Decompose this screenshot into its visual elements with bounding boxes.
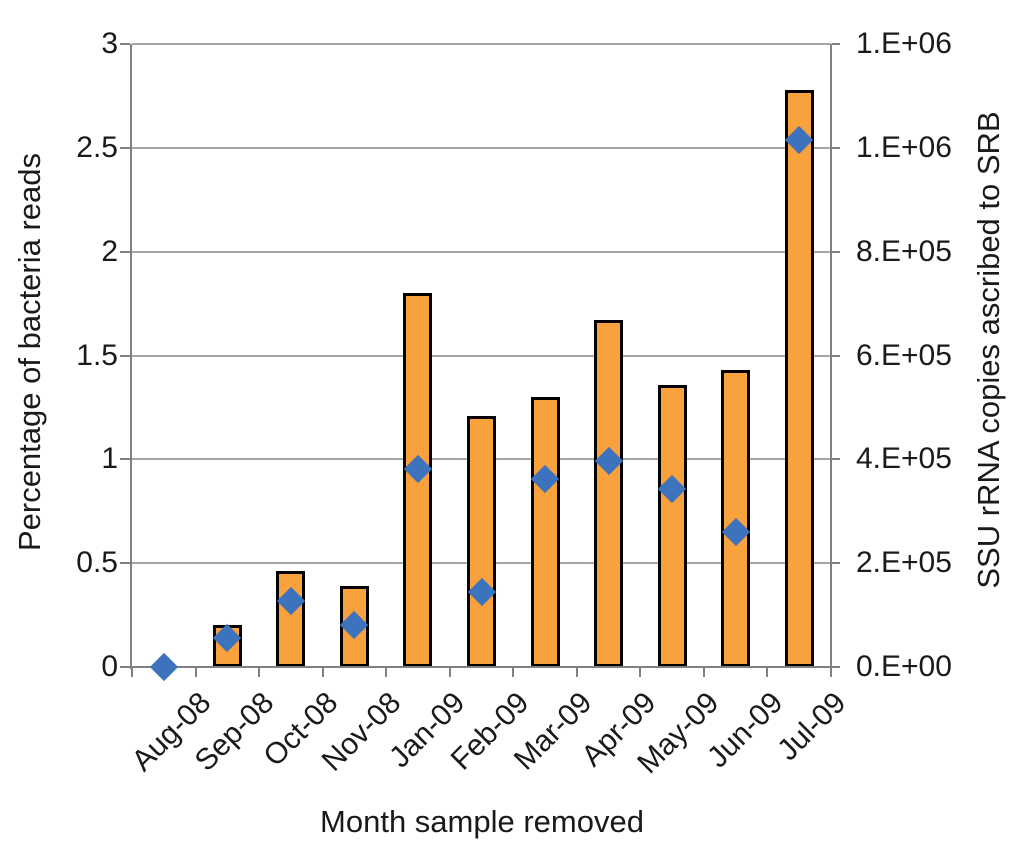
left-axis-tick-label: 2 (101, 234, 118, 268)
left-axis-tick (120, 458, 130, 461)
x-axis-line (120, 666, 831, 668)
right-axis-tick-label: 4.E+05 (856, 442, 952, 476)
left-axis-tick-label: 2.5 (76, 130, 118, 164)
left-axis-tick (120, 666, 130, 668)
x-axis-tick (258, 667, 261, 677)
right-axis-tick-label: 1.E+06 (856, 27, 952, 60)
x-axis-tick (512, 667, 515, 677)
left-axis-tick-label: 0.5 (76, 546, 118, 580)
right-axis-tick-label: 2.E+05 (856, 546, 952, 580)
right-axis-title: SSU rRNA copies ascribed to SRB (971, 111, 1006, 589)
right-axis-tick (832, 146, 840, 149)
x-axis-tick (766, 667, 769, 677)
bar (721, 370, 751, 667)
left-axis-tick (120, 43, 130, 45)
x-axis-tick (639, 667, 642, 677)
left-axis-tick (120, 146, 130, 149)
x-axis-tick (385, 667, 388, 677)
left-axis-tick (120, 250, 130, 253)
right-axis-tick (832, 354, 840, 357)
bar (530, 397, 560, 667)
diamond-marker (149, 652, 178, 682)
left-axis-tick (120, 354, 130, 357)
x-axis-tick (575, 667, 578, 677)
bar (784, 89, 814, 667)
right-axis-tick (832, 666, 840, 668)
right-axis-tick (832, 562, 840, 565)
bar (594, 320, 624, 667)
left-axis-tick-label: 1.5 (76, 338, 118, 372)
right-axis-tick-label: 8.E+05 (856, 234, 952, 268)
x-axis-tick (321, 667, 324, 677)
x-axis-tick (448, 667, 451, 677)
bar (467, 415, 496, 667)
gridline (132, 250, 831, 253)
right-axis-tick (832, 458, 840, 461)
left-axis-tick-label: 1 (101, 442, 118, 476)
left-axis-tick (120, 562, 130, 565)
right-axis-line (830, 44, 832, 669)
gridline (132, 354, 831, 357)
right-axis-tick (832, 43, 840, 45)
left-axis-tick-label: 3 (101, 27, 118, 60)
bar (657, 384, 687, 667)
x-axis-title: Month sample removed (320, 804, 644, 839)
x-axis-tick (830, 667, 832, 677)
right-axis-tick-label: 0.E+00 (856, 650, 952, 683)
right-axis-tick (832, 250, 840, 253)
x-axis-tick (131, 667, 133, 677)
x-axis-tick (702, 667, 705, 677)
x-axis-tick (194, 667, 197, 677)
bar (276, 571, 306, 667)
gridline (132, 146, 831, 149)
right-axis-tick-label: 1.E+06 (856, 130, 952, 164)
left-axis-tick-label: 0 (101, 650, 118, 683)
left-axis-line (130, 44, 132, 669)
right-axis-tick-label: 6.E+05 (856, 338, 952, 372)
gridline (132, 43, 831, 45)
